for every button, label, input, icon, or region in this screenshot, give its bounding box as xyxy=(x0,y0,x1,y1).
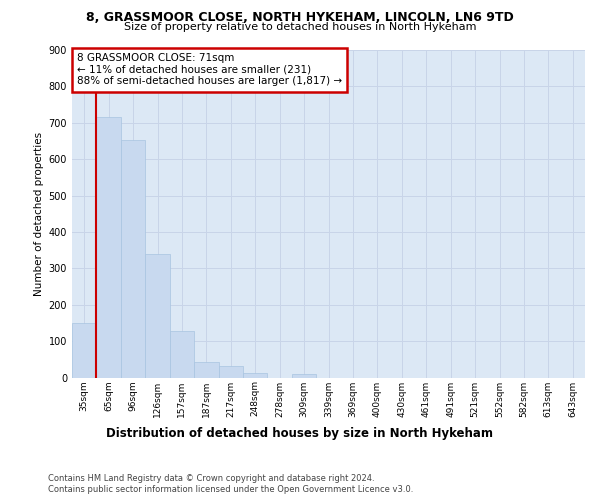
Bar xyxy=(170,331,194,378)
Text: Size of property relative to detached houses in North Hykeham: Size of property relative to detached ho… xyxy=(124,22,476,32)
Bar xyxy=(121,140,145,378)
Bar xyxy=(218,366,243,378)
Bar xyxy=(292,374,316,378)
Text: Contains public sector information licensed under the Open Government Licence v3: Contains public sector information licen… xyxy=(48,485,413,494)
Bar xyxy=(97,118,121,378)
Y-axis label: Number of detached properties: Number of detached properties xyxy=(34,132,44,296)
Text: 8 GRASSMOOR CLOSE: 71sqm
← 11% of detached houses are smaller (231)
88% of semi-: 8 GRASSMOOR CLOSE: 71sqm ← 11% of detach… xyxy=(77,54,342,86)
Bar xyxy=(243,373,268,378)
Bar xyxy=(194,362,218,378)
Text: 8, GRASSMOOR CLOSE, NORTH HYKEHAM, LINCOLN, LN6 9TD: 8, GRASSMOOR CLOSE, NORTH HYKEHAM, LINCO… xyxy=(86,11,514,24)
Text: Distribution of detached houses by size in North Hykeham: Distribution of detached houses by size … xyxy=(107,428,493,440)
Bar xyxy=(72,323,97,378)
Bar xyxy=(145,254,170,378)
Text: Contains HM Land Registry data © Crown copyright and database right 2024.: Contains HM Land Registry data © Crown c… xyxy=(48,474,374,483)
